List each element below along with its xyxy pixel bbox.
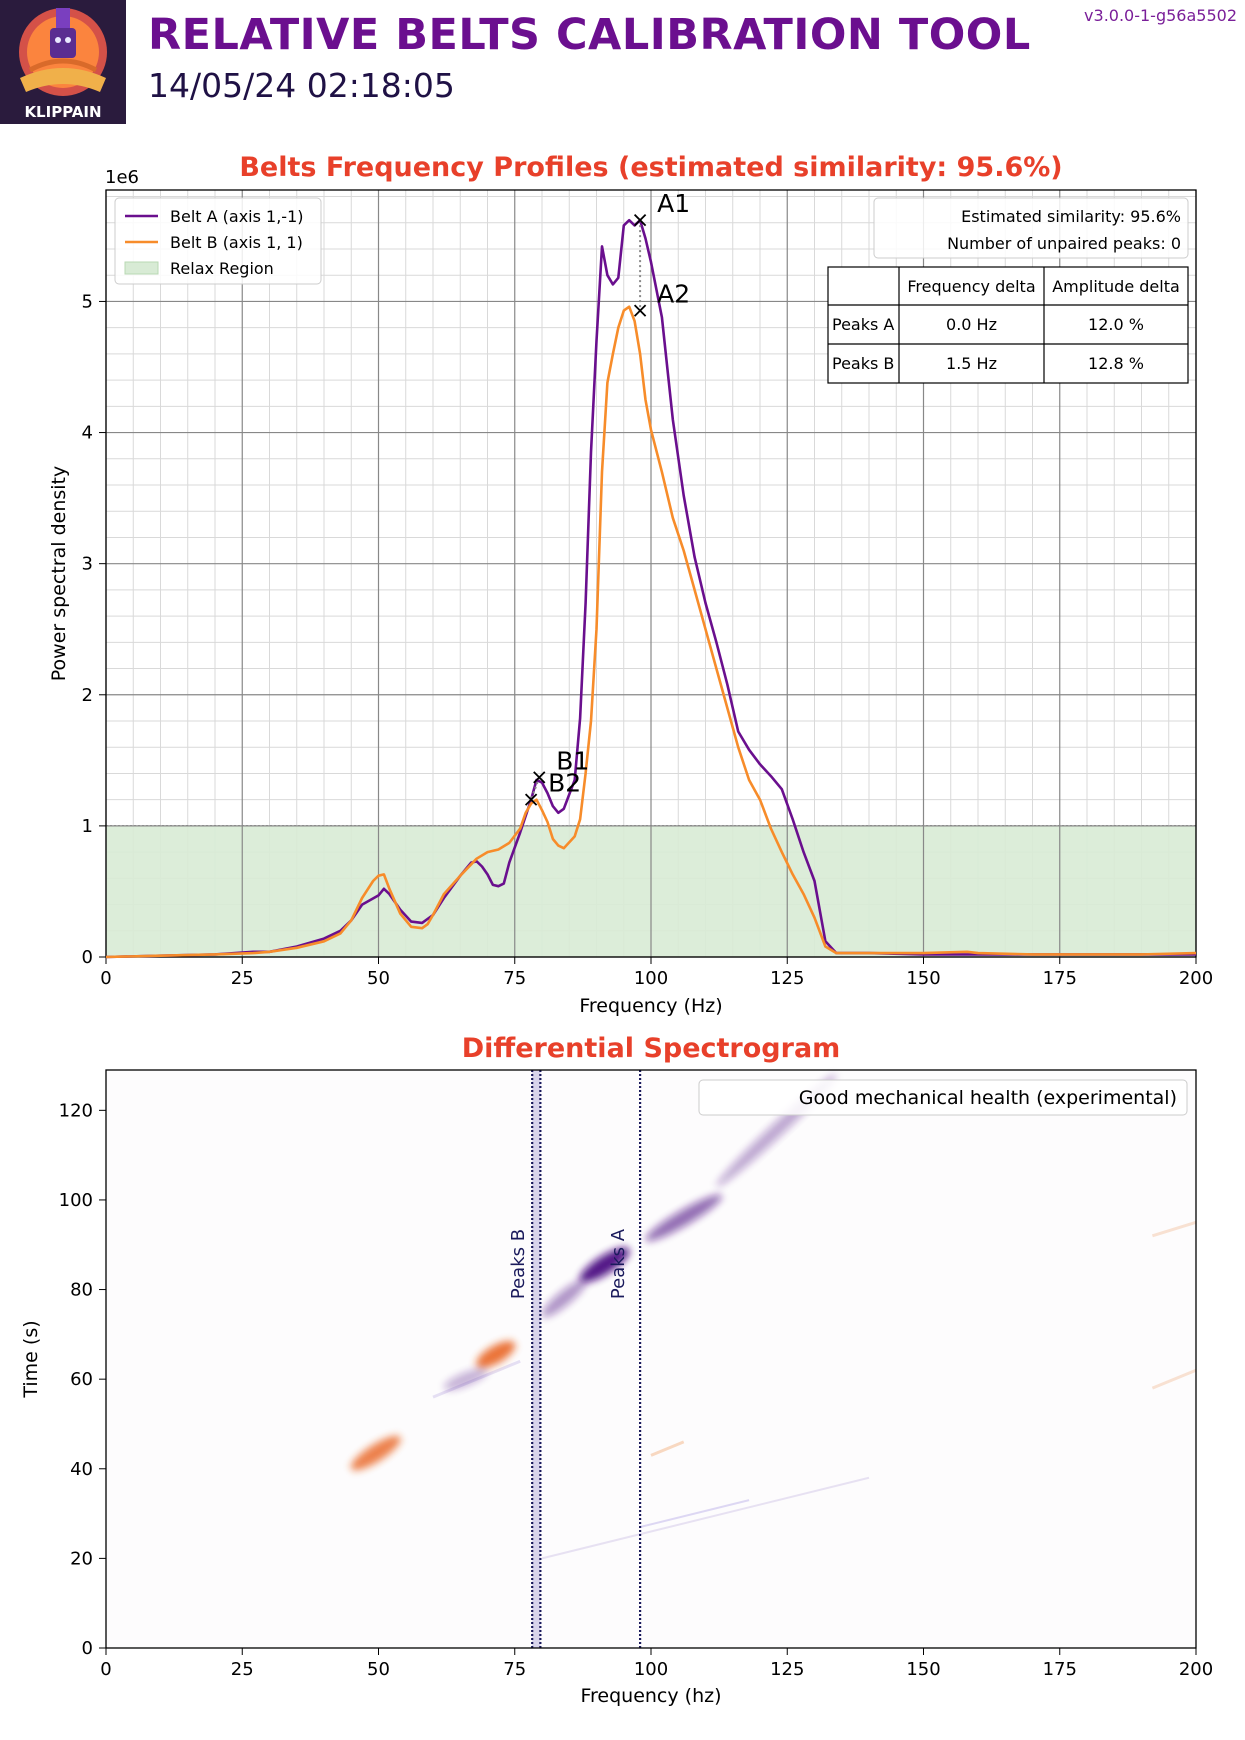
y-scale-label: 1e6 (105, 167, 139, 188)
x-tick-label: 175 (1043, 1659, 1077, 1680)
x-tick-label: 150 (906, 1659, 940, 1680)
faint-streak (541, 1476, 870, 1560)
peaks-b-band (532, 1070, 541, 1648)
x-tick-label: 25 (231, 1659, 254, 1680)
spectrogram-background (106, 1070, 1196, 1648)
y-axis-label: Time (s) (20, 1320, 42, 1398)
belts-frequency-chart: 0 25 50 75 100 125 150 175 200 0 1 2 3 4 5 1e6 Belts Fre… (48, 152, 1213, 1017)
y-tick-label: 0 (82, 1638, 93, 1659)
y-tick-label: 0 (82, 947, 93, 968)
legend-label: Belt B (axis 1, 1) (170, 233, 303, 252)
table-cell: 12.0 % (1088, 315, 1144, 334)
spectrogram-blob (443, 1368, 488, 1391)
table-cell: Amplitude delta (1052, 277, 1180, 296)
peak-marker (524, 793, 538, 806)
table-cell: Frequency delta (907, 277, 1035, 296)
y-tick-label: 120 (59, 1100, 93, 1121)
x-tick-label: 100 (634, 1659, 668, 1680)
peak-b-connector (530, 777, 541, 801)
timestamp: 14/05/24 02:18:05 (148, 66, 455, 105)
x-tick-label: 0 (100, 968, 111, 989)
x-tick-label: 50 (367, 968, 390, 989)
logo-text: KLIPPAIN (24, 103, 101, 121)
x-axis-label: Frequency (Hz) (579, 995, 722, 1017)
peak-label: A1 (657, 189, 690, 218)
chart-legend: Belt A (axis 1,-1) Belt B (axis 1, 1) Rela… (114, 197, 322, 285)
annotation-text: Good mechanical health (experimental) (799, 1087, 1177, 1109)
x-tick-label: 150 (906, 968, 940, 989)
y-tick-label: 5 (82, 291, 93, 312)
y-tick-label: 4 (82, 423, 93, 444)
peak-label: B2 (548, 769, 581, 798)
belt-b-line (105, 305, 1197, 959)
table-cell: 12.8 % (1088, 354, 1144, 373)
y-tick-label: 40 (70, 1459, 93, 1480)
legend-label: Relax Region (170, 259, 274, 278)
table-cell: 1.5 Hz (946, 354, 997, 373)
faint-streak (1151, 1220, 1197, 1238)
table-cell: Peaks A (832, 315, 894, 334)
table-cell: 0.0 Hz (946, 315, 997, 334)
y-tick-label: 100 (59, 1190, 93, 1211)
spectrogram-blob (476, 1341, 516, 1369)
health-annotation: Good mechanical health (experimental) (698, 1079, 1188, 1116)
x-tick-label: 125 (770, 1659, 804, 1680)
peak-label: A2 (657, 280, 690, 309)
x-tick-label: 200 (1179, 1659, 1213, 1680)
klippain-logo: KLIPPAIN (0, 0, 126, 124)
x-tick-label: 100 (634, 968, 668, 989)
spectrogram-blob (579, 1247, 630, 1283)
table-cell: Peaks B (832, 354, 894, 373)
legend-swatch (124, 261, 159, 275)
y-axis-label: Power spectral density (48, 466, 70, 681)
x-tick-label: 50 (367, 1659, 390, 1680)
peaks-b-label: Peaks B (508, 1229, 529, 1299)
x-tick-label: 25 (231, 968, 254, 989)
version-label: v3.0.0-1-g56a5502 (1084, 6, 1237, 25)
y-tick-label: 2 (82, 685, 93, 706)
x-axis-label: Frequency (hz) (580, 1685, 721, 1707)
chart-title: Differential Spectrogram (462, 1033, 841, 1064)
peaks-delta-table: Frequency delta Amplitude delta Peaks A 0.0… (827, 266, 1189, 384)
info-line: Number of unpaired peaks: 0 (947, 234, 1181, 253)
spectrogram-blob (541, 1279, 587, 1318)
peak-marker (633, 304, 647, 317)
info-line: Estimated similarity: 95.6% (961, 207, 1181, 226)
peak-marker (533, 771, 546, 784)
page-title: RELATIVE BELTS CALIBRATION TOOL (148, 10, 1031, 60)
faint-streak (1151, 1368, 1197, 1390)
peak-label: B1 (556, 746, 589, 775)
faint-streak (650, 1440, 685, 1457)
x-tick-label: 75 (503, 1659, 526, 1680)
y-tick-label: 3 (82, 554, 93, 575)
spectrogram-blob (645, 1194, 723, 1242)
y-tick-label: 1 (82, 816, 93, 837)
spectrogram-blob (350, 1435, 401, 1471)
x-tick-label: 200 (1179, 968, 1213, 989)
x-tick-label: 175 (1043, 968, 1077, 989)
similarity-info-box: Estimated similarity: 95.6% Number of unp… (873, 197, 1189, 259)
y-tick-label: 60 (70, 1369, 93, 1390)
x-tick-label: 0 (100, 1659, 111, 1680)
chart-title: Belts Frequency Profiles (estimated simi… (239, 152, 1062, 183)
peaks-a-label: Peaks A (608, 1228, 629, 1299)
faint-streak (639, 1499, 750, 1528)
x-tick-label: 75 (503, 968, 526, 989)
y-tick-label: 80 (70, 1280, 93, 1301)
peak-marker (633, 214, 647, 227)
x-tick-label: 125 (770, 968, 804, 989)
legend-label: Belt A (axis 1,-1) (170, 207, 304, 226)
y-tick-label: 20 (70, 1548, 93, 1569)
